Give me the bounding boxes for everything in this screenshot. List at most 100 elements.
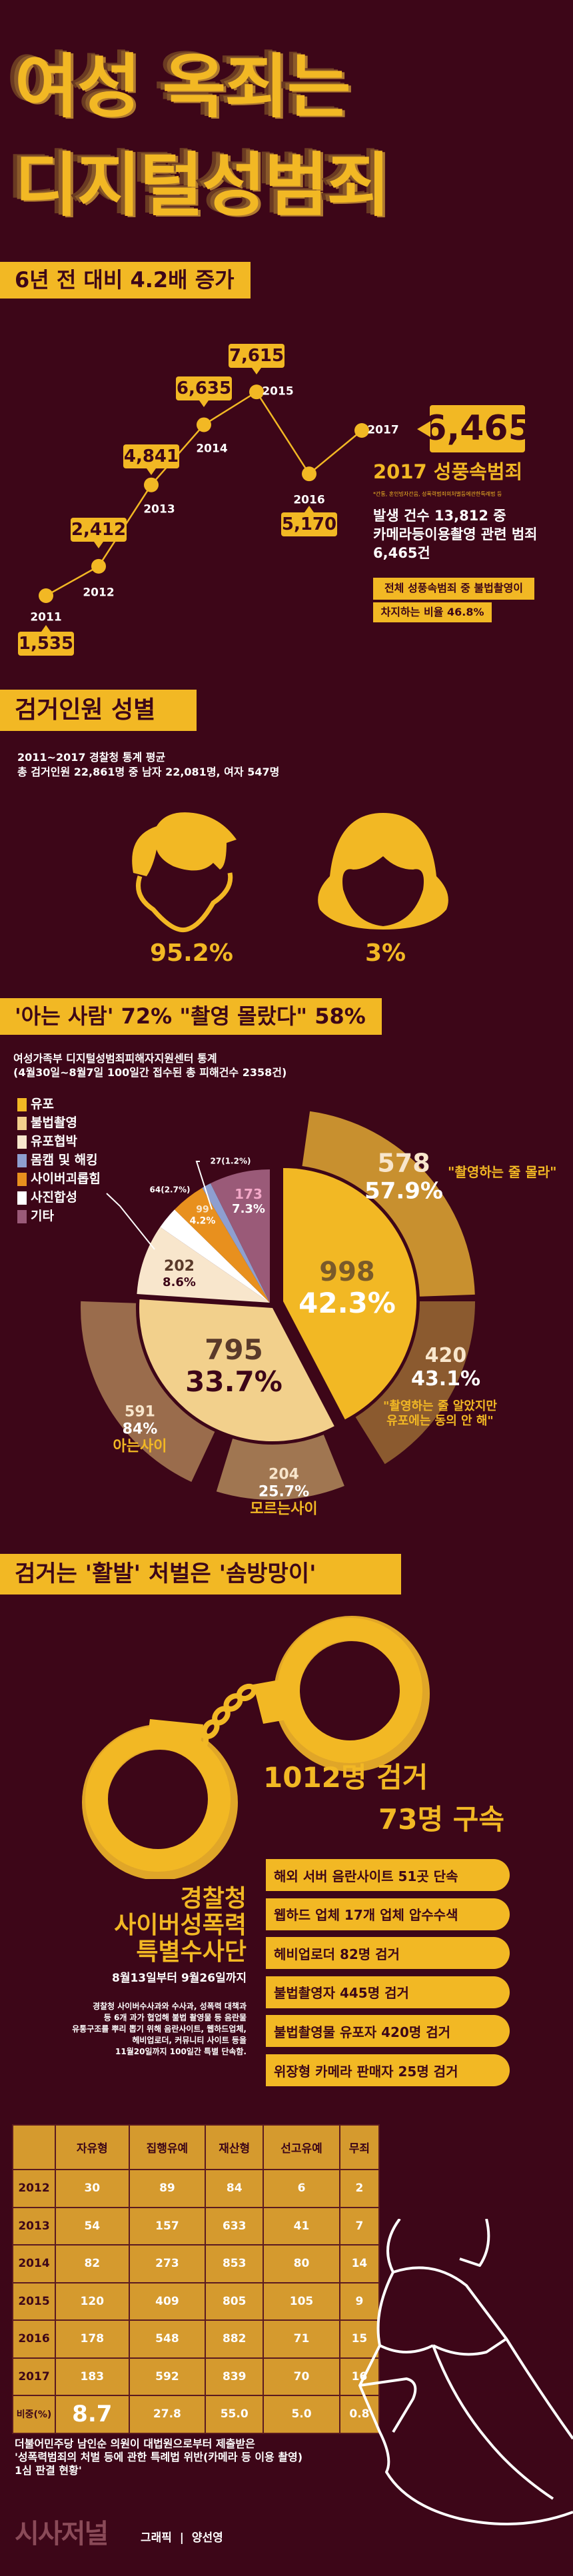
desc-line: 2011~2017 경찰청 통계 평균	[17, 751, 166, 764]
table-cell: 157	[128, 2206, 207, 2246]
female-head-icon	[318, 813, 448, 930]
result-item: 불법촬영물 유포자 420명 검거	[266, 2015, 510, 2048]
source-line: 더불어민주당 남인순 의원이 대법원으로부터 제출받은	[15, 2437, 255, 2450]
data-point	[249, 384, 264, 400]
column-header: 선고유예	[263, 2124, 340, 2170]
pie-label-group: 420 43.1%	[411, 1345, 480, 1390]
column-header	[12, 2124, 56, 2170]
pie-label-group: 64(2.7%)	[150, 1185, 191, 1194]
table-cell: 2	[338, 2169, 380, 2208]
table-cell: 70	[263, 2357, 340, 2396]
desc-line: 총 검거인원 22,861명 중 남자 22,081명, 여자 547명	[17, 766, 280, 778]
sentencing-table: 자유형 집행유예 재산형 선고유예 무죄 2012 30 89 84 6 2 2013 54 157 633…	[12, 2124, 380, 2434]
section-banner-gender: 검거인원 성별	[0, 690, 197, 731]
quote-line: "촬영하는 줄 알았지만	[383, 1399, 497, 1413]
unit-line: 특별수사단	[136, 1938, 247, 1966]
value-label-pointer	[252, 368, 261, 375]
pie-label: 173	[235, 1186, 263, 1203]
pie-label: 4.2%	[189, 1216, 216, 1227]
table-cell: 41	[263, 2206, 340, 2246]
pie-source: 여성가족부 디지털성범죄피해자지원센터 통계 (4월30일~8월7일 100일간…	[13, 1051, 286, 1079]
value-label-pointer	[147, 468, 156, 475]
pie-slice	[175, 1187, 270, 1303]
legend-label: 사이버괴롭힘	[31, 1171, 101, 1187]
pie-label: 25.7%	[258, 1483, 310, 1501]
desc-line: (4월30일~8월7일 100일간 접수된 총 피해건수 2358건)	[13, 1066, 287, 1079]
unit-period: 8월13일부터 9월26일까지	[111, 1972, 247, 1985]
data-point	[302, 466, 316, 482]
value-label: 7,615	[229, 344, 285, 368]
table-cell: 409	[128, 2281, 207, 2321]
table-row: 2017 183 592 839 70 16	[12, 2357, 380, 2396]
table-cell: 30	[55, 2169, 130, 2208]
title-line1: 여성 옥죄는	[15, 46, 351, 127]
pie-label: 998	[319, 1256, 375, 1287]
table-row: 2015 120 409 805 105 9	[12, 2281, 380, 2321]
quote-line: 유포에는 동의 안 해"	[386, 1414, 494, 1428]
row-header: 2012	[12, 2169, 56, 2208]
callout-pointer	[417, 421, 430, 437]
graphic-credit: 그래픽 | 양선영	[141, 2531, 223, 2545]
detained-count: 73명 구속	[378, 1803, 504, 1836]
table-cell: 548	[128, 2319, 207, 2359]
pie-label: 아는사이	[113, 1439, 167, 1456]
table-row: 2013 54 157 633 41 7	[12, 2206, 380, 2246]
footnote: *간통, 혼인빙자간음, 성폭력범죄의처벌등에관한특례법 등	[373, 491, 502, 497]
value-label: 1,535	[18, 632, 74, 656]
legend-item: 유포협박	[17, 1133, 101, 1151]
quote-aware: "촬영하는 줄 알았지만 유포에는 동의 안 해"	[383, 1399, 497, 1429]
table-cell: 84	[205, 2169, 265, 2208]
table-cell: 8.7	[55, 2395, 130, 2434]
pie-label: 204	[269, 1466, 299, 1483]
legend-label: 불법촬영	[31, 1115, 77, 1131]
value-label-pointer	[94, 541, 103, 548]
table-cell: 882	[205, 2319, 265, 2359]
table-cell: 6	[263, 2169, 340, 2208]
pie-slice	[202, 1183, 270, 1303]
subtitle-2017: 2017 성풍속범죄	[373, 460, 523, 483]
result-item: 해외 서버 음란사이트 51곳 단속	[266, 1859, 510, 1891]
table-cell: 9	[338, 2281, 380, 2321]
pie-label-group: 27(1.2%)	[211, 1157, 251, 1165]
table-cell: 273	[128, 2244, 207, 2283]
table-cell: 54	[55, 2206, 130, 2246]
column-header: 집행유예	[128, 2124, 207, 2170]
pie-label: 202	[164, 1258, 195, 1275]
table-cell: 633	[205, 2206, 265, 2246]
table-cell: 839	[205, 2357, 265, 2396]
pie-label: 795	[205, 1333, 263, 1366]
table-source: 더불어민주당 남인순 의원이 대법원으로부터 제출받은 '성폭력범죄의 처벌 등…	[15, 2437, 302, 2477]
legend-swatch	[17, 1135, 27, 1149]
data-point	[354, 423, 369, 438]
value-label: 6,635	[176, 376, 232, 401]
pie-slice	[160, 1209, 270, 1303]
unit-line: 사이버성폭력	[114, 1912, 247, 1939]
pie-slice	[283, 1168, 417, 1420]
legend-label: 사진합성	[31, 1190, 77, 1205]
row-header: 2014	[12, 2244, 56, 2283]
table-header-row: 자유형 집행유예 재산형 선고유예 무죄	[12, 2124, 380, 2170]
pie-label: 33.7%	[185, 1365, 283, 1398]
legend-item: 기타	[17, 1207, 101, 1226]
legend-label: 유포	[31, 1097, 54, 1112]
table-cell: 853	[205, 2244, 265, 2283]
desc-line: 카메라등이용촬영 관련 범죄	[373, 526, 538, 542]
publisher-logo: 시사저널	[15, 2519, 109, 2549]
pie-label-group: 204 25.7% 모르는사이	[250, 1467, 317, 1519]
pie-label: 57.9%	[364, 1177, 443, 1205]
legend-swatch	[17, 1117, 27, 1130]
leader-line	[195, 1161, 213, 1210]
row-header: 2015	[12, 2281, 56, 2321]
value-label: 2,412	[71, 517, 127, 542]
value-label: 4,841	[123, 444, 179, 468]
year-label: 2017	[367, 423, 399, 437]
pie-label: 84%	[122, 1421, 158, 1438]
unit-paragraph: 경찰청 사이버수사과와 수사과, 성폭력 대책과 등 6개 과가 협업해 불법 촬…	[72, 2001, 247, 2058]
year-label: 2014	[196, 442, 228, 456]
result-item: 불법촬영자 445명 검거	[266, 1976, 510, 2008]
result-item: 웹하드 업체 17개 업체 압수수색	[266, 1898, 510, 1930]
table-row: 비중(%) 8.7 27.8 55.0 5.0 0.8	[12, 2395, 380, 2434]
pie-chart	[81, 1111, 475, 1500]
handcuffs-icon	[82, 1616, 430, 1879]
data-point	[197, 417, 211, 432]
